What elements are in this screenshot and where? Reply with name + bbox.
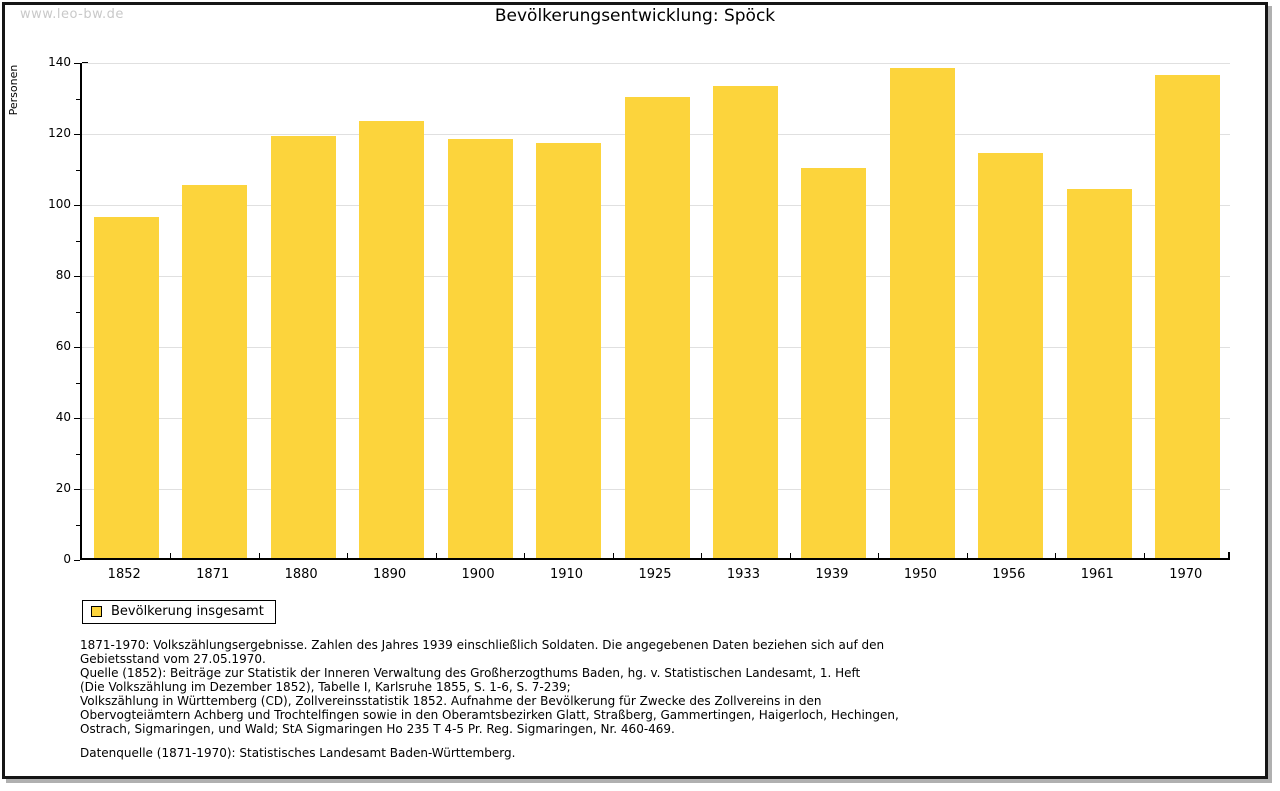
x-boundary-tick-4 [436,553,437,558]
y-minor-tick-10 [76,524,80,526]
x-tick-label-1890: 1890 [373,567,407,582]
x-boundary-tick-12 [1144,553,1145,558]
footnote-line-3: Quelle (1852): Beiträge zur Statistik de… [80,666,861,680]
y-major-tick-140 [74,63,80,64]
x-boundary-tick-8 [790,553,791,558]
chart-panel: www.leo-bw.de Bevölkerungsentwicklung: S… [2,2,1268,779]
y-major-tick-40 [74,418,80,419]
y-major-tick-120 [74,134,80,135]
y-minor-tick-30 [76,453,80,455]
y-major-tick-60 [74,347,80,348]
y-tick-label-20: 20 [55,481,71,495]
datasource-line: Datenquelle (1871-1970): Statistisches L… [80,746,516,760]
y-minor-tick-110 [76,169,80,171]
y-minor-tick-70 [76,311,80,313]
legend-swatch-icon [91,606,102,617]
footnote-line-1: 1871-1970: Volkszählungsergebnisse. Zahl… [80,638,885,652]
gridline-140 [82,63,1230,64]
x-tick-label-1852: 1852 [107,567,141,582]
x-boundary-tick-2 [259,553,260,558]
bar-1871 [182,185,248,558]
x-boundary-tick-3 [347,553,348,558]
x-boundary-tick-6 [613,553,614,558]
bar-1961 [1066,188,1132,558]
footnote-line-5: Volkszählung in Württemberg (CD), Zollve… [80,694,822,708]
x-tick-label-1933: 1933 [726,567,760,582]
y-major-tick-0 [74,560,80,561]
y-minor-tick-90 [76,240,80,242]
watermark: www.leo-bw.de [20,7,124,22]
y-minor-tick-50 [76,382,80,384]
footnote-line-6: Obervogteiämtern Achberg und Trochtelfin… [80,708,899,722]
footnote-lines: 1871-1970: Volkszählungsergebnisse. Zahl… [80,638,899,736]
bar-1852 [93,217,159,558]
bar-1910 [536,142,602,558]
bar-1880 [270,135,336,558]
x-tick-label-1910: 1910 [549,567,584,582]
footnotes: 1871-1970: Volkszählungsergebnisse. Zahl… [80,638,899,760]
bar-1890 [359,121,425,558]
y-minor-tick-130 [76,98,80,100]
bar-1925 [624,96,690,558]
y-major-tick-20 [74,489,80,490]
y-tick-label-80: 80 [55,268,71,282]
y-tick-label-140: 140 [48,55,71,69]
y-tick-label-120: 120 [48,126,71,140]
x-tick-label-1880: 1880 [284,567,318,582]
x-axis-endcap [1228,552,1230,558]
footnote-line-7: Ostrach, Sigmaringen, und Wald; StA Sigm… [80,722,675,736]
x-tick-label-1956: 1956 [992,567,1026,582]
legend-label: Bevölkerung insgesamt [111,604,264,619]
x-boundary-tick-7 [701,553,702,558]
x-tick-label-1900: 1900 [461,567,495,582]
x-boundary-tick-5 [524,553,525,558]
bar-1933 [712,85,778,558]
y-tick-label-100: 100 [48,197,71,211]
x-tick-label-1939: 1939 [815,567,849,582]
bar-1900 [447,139,513,558]
footnote-line-4: (Die Volkszählung im Dezember 1852), Tab… [80,680,571,694]
chart-title: Bevölkerungsentwicklung: Spöck [494,6,776,26]
x-tick-label-1950: 1950 [903,567,937,582]
y-tick-label-0: 0 [63,552,71,566]
y-tick-label-60: 60 [55,339,71,353]
x-boundary-tick-1 [170,553,171,558]
x-boundary-tick-9 [878,553,879,558]
bar-1939 [801,167,867,558]
x-boundary-tick-11 [1055,553,1056,558]
legend: Bevölkerung insgesamt [82,600,276,624]
bar-1956 [978,153,1044,558]
x-boundary-tick-10 [967,553,968,558]
x-tick-label-1961: 1961 [1080,567,1114,582]
y-tick-label-40: 40 [55,410,71,424]
footnote-line-2: Gebietsstand vom 27.05.1970. [80,652,266,666]
x-tick-label-1970: 1970 [1169,567,1203,582]
bar-1970 [1155,75,1221,558]
y-major-tick-80 [74,276,80,277]
x-tick-label-1925: 1925 [638,567,672,582]
x-tick-label-1871: 1871 [196,567,230,582]
y-major-tick-100 [74,205,80,206]
bar-1950 [889,68,955,558]
plot-area [80,62,1230,560]
